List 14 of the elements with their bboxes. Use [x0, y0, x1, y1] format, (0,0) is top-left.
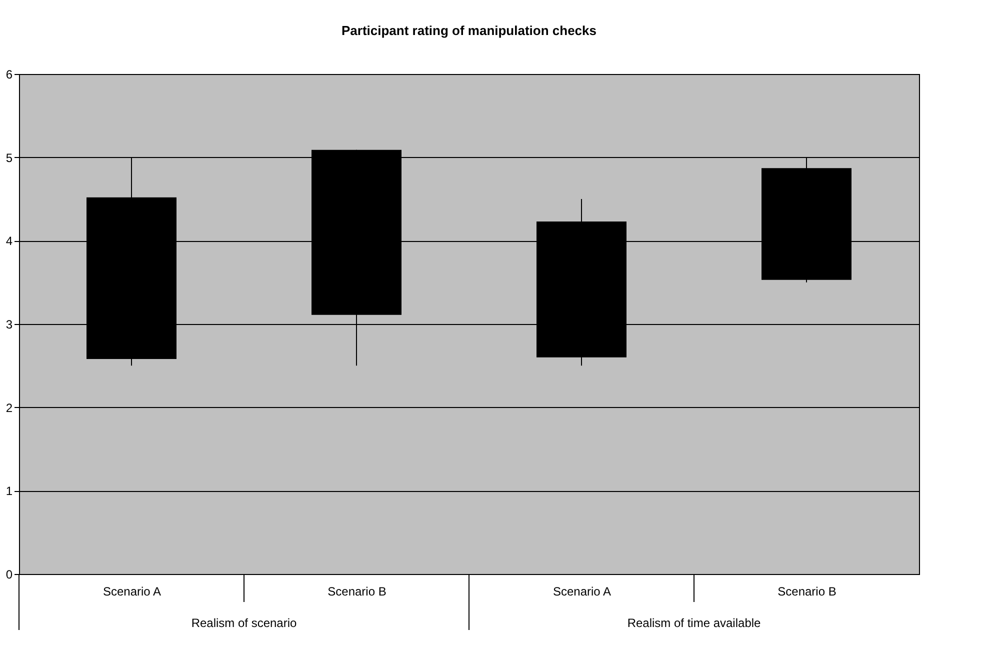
x-tick-label: Scenario A [552, 584, 612, 598]
y-tick-label: 3 [6, 318, 13, 332]
y-tick-label: 2 [6, 400, 13, 415]
y-tick-label: 6 [6, 68, 13, 82]
text: Realism of time available [627, 616, 762, 630]
y-tick-label: 1 [6, 484, 13, 498]
x-tick-label: Scenario A [102, 584, 162, 598]
y-tick-label: 5 [6, 150, 13, 165]
y-tick-label: 0 [6, 568, 13, 582]
x-tick-label: Scenario B [328, 584, 386, 598]
chart-title: Participant rating of manipulation checks [342, 23, 596, 38]
y-tick-label: 4 [6, 234, 13, 248]
x-tick-label: Scenario B [778, 584, 836, 598]
text: Realism of scenario [191, 616, 298, 630]
